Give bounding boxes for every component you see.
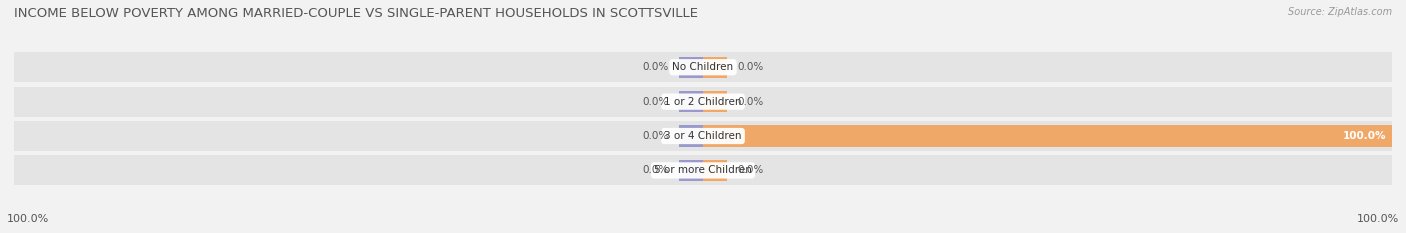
- Bar: [703, 121, 1392, 151]
- Bar: [703, 125, 727, 147]
- Bar: [679, 57, 703, 78]
- Bar: [703, 125, 1392, 147]
- Text: 0.0%: 0.0%: [643, 62, 669, 72]
- Bar: [703, 57, 727, 78]
- Text: 1 or 2 Children: 1 or 2 Children: [664, 97, 742, 107]
- Bar: [679, 160, 703, 181]
- Bar: [14, 155, 703, 185]
- Text: 5 or more Children: 5 or more Children: [654, 165, 752, 175]
- Bar: [703, 155, 1392, 185]
- Text: 0.0%: 0.0%: [643, 131, 669, 141]
- Text: INCOME BELOW POVERTY AMONG MARRIED-COUPLE VS SINGLE-PARENT HOUSEHOLDS IN SCOTTSV: INCOME BELOW POVERTY AMONG MARRIED-COUPL…: [14, 7, 697, 20]
- Bar: [679, 125, 703, 147]
- Text: 100.0%: 100.0%: [1357, 214, 1399, 224]
- Bar: [703, 87, 1392, 116]
- Text: 100.0%: 100.0%: [7, 214, 49, 224]
- Text: 0.0%: 0.0%: [738, 62, 763, 72]
- Text: 0.0%: 0.0%: [738, 97, 763, 107]
- Text: 0.0%: 0.0%: [643, 97, 669, 107]
- Bar: [14, 87, 703, 116]
- Text: 0.0%: 0.0%: [738, 165, 763, 175]
- Text: 100.0%: 100.0%: [1343, 131, 1386, 141]
- Bar: [703, 52, 1392, 82]
- Bar: [14, 52, 703, 82]
- Text: No Children: No Children: [672, 62, 734, 72]
- Text: 0.0%: 0.0%: [643, 165, 669, 175]
- Bar: [703, 160, 727, 181]
- Bar: [703, 91, 727, 112]
- Bar: [14, 121, 703, 151]
- Text: 3 or 4 Children: 3 or 4 Children: [664, 131, 742, 141]
- Text: Source: ZipAtlas.com: Source: ZipAtlas.com: [1288, 7, 1392, 17]
- Bar: [679, 91, 703, 112]
